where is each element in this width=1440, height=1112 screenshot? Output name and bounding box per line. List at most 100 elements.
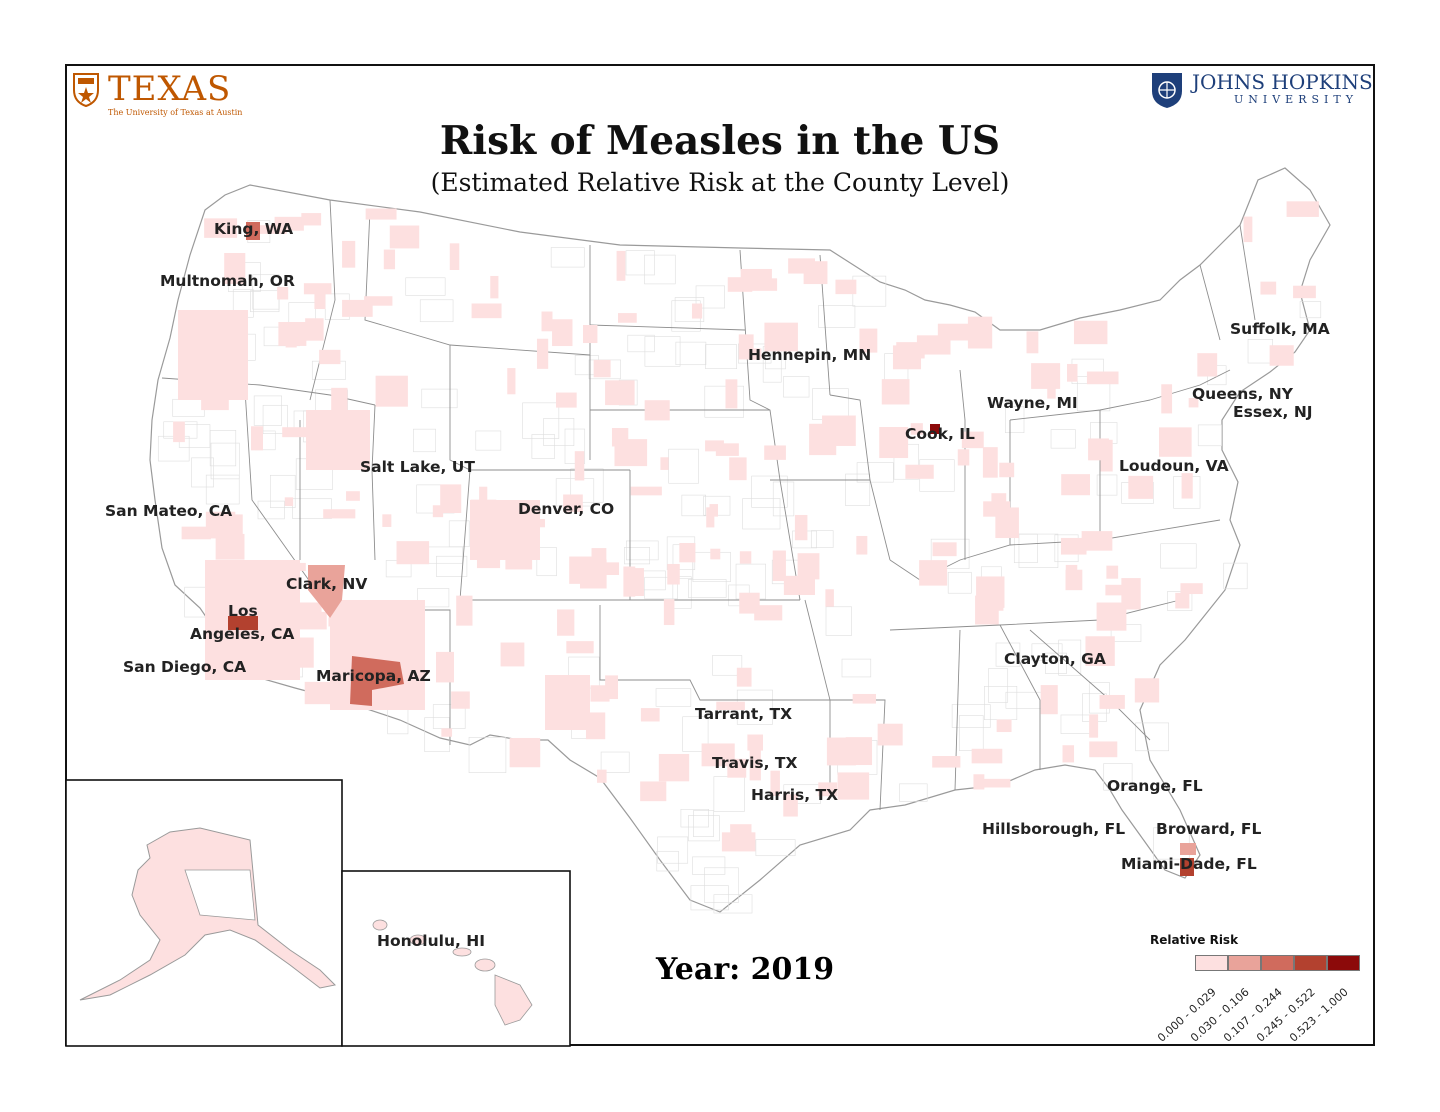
county-low-risk — [319, 349, 341, 365]
county-low-risk — [277, 286, 289, 300]
county-outline — [845, 473, 871, 506]
county-outline — [712, 655, 743, 676]
county-low-risk — [856, 535, 868, 555]
county-low-risk — [716, 701, 745, 711]
county-outline — [257, 500, 285, 520]
county-low-risk — [440, 484, 462, 514]
county-low-risk — [794, 514, 808, 541]
county-low-risk — [285, 333, 297, 348]
label-harris-tx: Harris, TX — [751, 786, 839, 804]
county-low-risk — [1086, 371, 1119, 385]
county-outline — [421, 388, 458, 409]
county-outline — [713, 894, 753, 914]
county-low-risk — [297, 611, 327, 630]
county-outline — [531, 434, 555, 459]
county-low-risk — [879, 427, 909, 459]
county-low-risk — [982, 778, 1011, 788]
county-outline — [644, 254, 676, 285]
county-low-risk — [618, 313, 637, 323]
county-low-risk — [749, 278, 778, 291]
label-salt-lake-ut: Salt Lake, UT — [360, 458, 475, 476]
county-low-risk — [730, 824, 752, 837]
county-low-risk — [441, 728, 453, 737]
county-outline — [668, 448, 699, 484]
label-hennepin-mn: Hennepin, MN — [748, 346, 872, 364]
county-low-risk — [640, 708, 660, 722]
county-low-risk — [881, 379, 910, 405]
county-low-risk — [365, 208, 397, 220]
label-clayton-ga: Clayton, GA — [1004, 650, 1106, 668]
county-outline — [1103, 763, 1133, 791]
county-low-risk — [346, 491, 360, 501]
county-low-risk — [729, 457, 747, 481]
texas-logo: TEXAS The University of Texas at Austin — [72, 72, 242, 117]
county-low-risk — [490, 275, 499, 299]
county-low-risk — [1088, 438, 1109, 461]
county-low-risk — [835, 279, 857, 295]
county-low-risk — [973, 774, 985, 790]
county-low-risk — [995, 507, 1019, 539]
county-outline — [692, 856, 726, 875]
county-low-risk — [691, 303, 703, 319]
county-low-risk — [644, 400, 670, 421]
county-low-risk — [305, 318, 324, 341]
label-maricopa-az: Maricopa, AZ — [316, 667, 431, 685]
county-low-risk — [976, 576, 1005, 608]
county-low-risk — [1065, 569, 1083, 591]
label-travis-tx: Travis, TX — [712, 754, 798, 772]
county-low-risk-region — [545, 675, 590, 730]
county-low-risk — [725, 379, 738, 409]
county-outline — [657, 836, 689, 864]
county-miami-dade-fl — [1180, 858, 1194, 876]
county-low-risk — [623, 566, 636, 597]
county-outline — [210, 442, 240, 480]
county-low-risk — [563, 494, 583, 513]
county-outline — [405, 277, 446, 296]
county-low-risk — [818, 782, 838, 797]
county-low-risk — [721, 832, 756, 852]
county-outline — [625, 250, 655, 276]
label-hillsborough-fl: Hillsborough, FL — [982, 820, 1126, 838]
label-san-mateo-ca: San Mateo, CA — [105, 502, 233, 520]
county-low-risk — [541, 311, 553, 332]
county-low-risk — [932, 542, 957, 557]
county-low-risk — [389, 225, 420, 249]
county-outline — [818, 305, 856, 328]
label-miami-dade-fl: Miami-Dade, FL — [1121, 855, 1257, 873]
county-low-risk — [749, 750, 761, 781]
county-low-risk — [449, 243, 460, 270]
county-outline — [742, 498, 781, 530]
county-low-risk — [1061, 474, 1090, 496]
county-low-risk — [705, 440, 724, 452]
county-low-risk — [555, 392, 577, 408]
county-outline — [209, 430, 237, 467]
county-low-risk — [1197, 353, 1218, 377]
county-low-risk — [614, 439, 648, 467]
county-low-risk — [1260, 281, 1277, 295]
legend-title: Relative Risk — [1150, 933, 1239, 947]
county-low-risk — [323, 509, 356, 519]
county-outline — [674, 297, 705, 322]
county-outline — [772, 481, 795, 517]
label-loudoun-va: Loudoun, VA — [1119, 457, 1229, 475]
texas-shield-icon — [73, 73, 99, 108]
county-low-risk — [1047, 383, 1056, 399]
county-outline — [755, 839, 796, 857]
jhu-logo: JOHNS HOPKINS UNIVERSITY — [1150, 71, 1373, 109]
county-low-risk — [736, 667, 752, 687]
county-low-risk — [837, 772, 870, 800]
label-queens-ny: Queens, NY — [1192, 385, 1293, 403]
county-outline — [959, 715, 984, 751]
county-outline — [522, 402, 560, 439]
label-denver-co: Denver, CO — [518, 500, 615, 518]
county-low-risk — [852, 693, 876, 704]
county-low-risk — [1243, 216, 1253, 243]
county-low-risk — [605, 380, 635, 406]
jhu-subtext: UNIVERSITY — [1234, 93, 1358, 106]
county-low-risk — [1269, 345, 1294, 366]
county-outline — [947, 571, 972, 594]
county-low-risk — [999, 462, 1015, 478]
county-low-risk — [507, 368, 516, 395]
county-low-risk — [772, 550, 786, 582]
